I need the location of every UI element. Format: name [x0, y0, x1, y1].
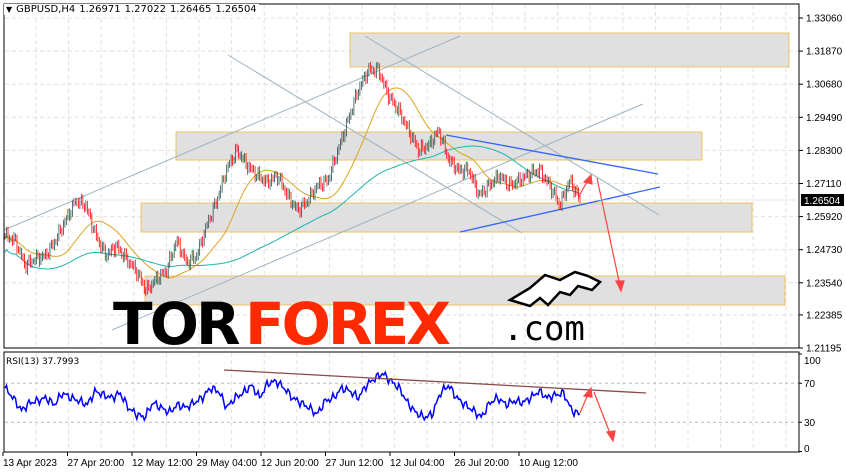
time-tick-label: 12 May 12:00: [132, 458, 193, 469]
rsi-tick-label: 30: [804, 418, 816, 429]
arrow-head-icon: [615, 280, 625, 293]
time-tick-label: 13 Apr 2023: [3, 458, 57, 469]
rsi-forecast-arrows: [579, 386, 616, 443]
price-axis: 1.33060 1.31870 1.30680 1.29490 1.28300 1.271…: [799, 14, 843, 355]
arrow-head-icon: [605, 430, 616, 443]
channel-lower: [111, 103, 644, 331]
time-tick-label: 27 Apr 20:00: [68, 458, 125, 469]
rsi-tick-label: 100: [804, 356, 821, 367]
price-tick-label: 1.21195: [806, 344, 842, 355]
ma-fast-line: [4, 87, 581, 279]
rsi-trendline: [223, 369, 647, 394]
time-axis: 13 Apr 2023 27 Apr 20:00 12 May 12:00 29 Ma…: [2, 452, 578, 469]
bull-icon: [506, 270, 603, 308]
price-tick-label: 1.24730: [806, 245, 843, 256]
time-tick-label: 26 Jul 20:00: [455, 458, 510, 469]
forecast-arrow-down: [596, 177, 621, 287]
triangle-upper-line: [445, 134, 659, 175]
time-tick-label: 10 Aug 12:00: [519, 458, 578, 469]
triangle-lower-line: [459, 186, 661, 233]
svg-text:FOREX: FOREX: [245, 290, 450, 358]
open-value: 1.26971: [79, 4, 121, 15]
price-tick-label: 1.23540: [806, 278, 843, 289]
diagonal-line-1: [227, 54, 523, 234]
current-price-label: 1.26504: [804, 196, 841, 207]
time-tick-label: 12 Jul 04:00: [390, 458, 445, 469]
close-value: 1.26504: [215, 4, 257, 15]
rsi-tick-label: 0: [804, 444, 810, 455]
price-tick-label: 1.27110: [806, 179, 842, 190]
dropdown-triangle-icon[interactable]: ▼: [6, 5, 13, 14]
current-price-tag: [801, 194, 844, 206]
support-zone: [140, 202, 753, 233]
time-tick-label: 12 Jun 20:00: [261, 458, 319, 469]
diagonal-line-2: [364, 35, 660, 216]
symbol-label: GBPUSD,H4: [16, 4, 76, 15]
rsi-line: [4, 370, 581, 422]
rsi-tick-label: 70: [804, 379, 816, 390]
torforex-logo: TOR FOREX .com: [113, 270, 603, 358]
forecast-arrows: [577, 173, 625, 293]
resistance-zone-top: [349, 32, 790, 68]
arrow-head-icon: [582, 386, 593, 398]
svg-text:.com: .com: [503, 309, 585, 349]
low-value: 1.26465: [169, 4, 212, 15]
arrow-head-icon: [582, 173, 593, 185]
time-tick-label: 27 Jun 12:00: [326, 458, 384, 469]
chart-header: ▼ GBPUSD,H4 1.26971 1.27022 1.26465 1.26…: [4, 4, 259, 15]
high-value: 1.27022: [124, 4, 166, 15]
price-tick-label: 1.29490: [806, 113, 843, 124]
support-zone-low: [144, 275, 786, 306]
candles: [4, 61, 581, 297]
price-tick-label: 1.25920: [806, 212, 843, 223]
rsi-arrow-down: [593, 391, 612, 437]
price-tick-label: 1.22385: [806, 310, 843, 321]
resistance-zone-mid: [175, 131, 703, 161]
rsi-plot-frame: [3, 351, 800, 453]
price-tick-label: 1.31870: [806, 47, 843, 58]
rsi-axis: 100 70 30 0: [799, 353, 821, 455]
price-tick-label: 1.30680: [806, 80, 843, 91]
main-plot-frame: [3, 3, 800, 349]
svg-text:TOR: TOR: [113, 290, 240, 358]
rsi-panel: [4, 370, 798, 423]
time-tick-label: 29 May 04:00: [197, 458, 258, 469]
price-tick-label: 1.28300: [806, 146, 843, 157]
price-tick-label: 1.33060: [806, 14, 843, 25]
rsi-label: RSI(13) 37.7993: [6, 357, 80, 367]
